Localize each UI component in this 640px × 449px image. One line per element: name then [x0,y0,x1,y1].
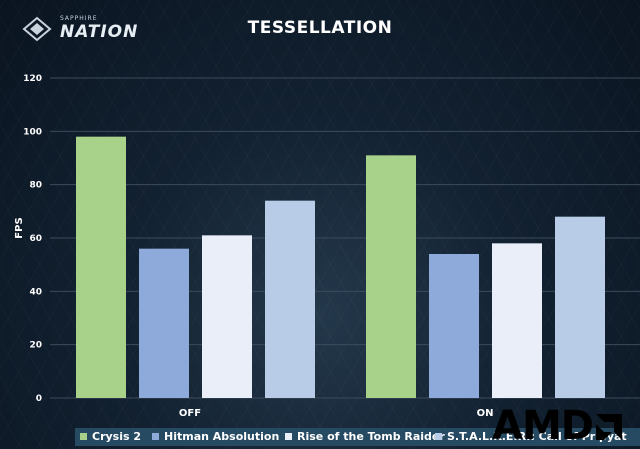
logo-big-text: NATION [60,22,139,42]
bar-crysis-2-on [366,155,416,398]
bar-rise-of-the-tomb-raider-on [492,243,542,398]
y-axis-label: FPS [14,217,25,238]
y-tick-labels: 0 20 40 60 80 100 120 [23,74,42,404]
legend-swatch [152,433,159,440]
y-tick-label: 0 [36,394,42,404]
legend-label: Rise of the Tomb Raider [297,430,445,443]
legend-item: Crysis 2 [80,430,141,443]
bar-hitman-absolution-off [139,248,189,398]
legend-label: S.T.A.L.K.E.R.: Call of Pripyat [447,430,627,443]
sapphire-gem-icon [22,16,52,42]
legend-item: S.T.A.L.K.E.R.: Call of Pripyat [435,430,627,443]
bars [76,136,605,398]
bar-hitman-absolution-on [429,254,479,398]
legend-swatch [435,433,442,440]
bar-s-t-a-l-k-e-r-call-of-pripyat-on [555,216,605,398]
legend-item: Hitman Absolution [152,430,279,443]
bar-crysis-2-off [76,136,126,398]
chart-legend: Crysis 2 Hitman Absolution Rise of the Tom… [75,428,640,446]
amd-logo-text: AMD [492,403,594,449]
logo-small-text: SAPPHIRE [60,15,98,22]
amd-logo: AMD [492,404,637,448]
x-tick-label: OFF [179,408,201,419]
bar-rise-of-the-tomb-raider-off [202,235,252,398]
y-tick-label: 100 [23,127,42,137]
legend-swatch [285,433,292,440]
legend-swatch [80,433,87,440]
legend-label: Hitman Absolution [164,430,280,443]
y-tick-label: 120 [23,74,42,84]
grid-lines [50,77,640,399]
chart-title: TESSELLATION [247,18,393,38]
legend-label: Crysis 2 [92,430,142,443]
amd-arrow-icon [596,414,622,440]
y-tick-label: 80 [29,181,42,191]
y-tick-label: 60 [29,234,42,244]
bar-s-t-a-l-k-e-r-call-of-pripyat-off [265,200,315,398]
legend-item: Rise of the Tomb Raider [285,430,445,443]
y-tick-label: 40 [29,287,42,297]
x-tick-label: ON [477,408,494,419]
sapphire-nation-logo: SAPPHIRE NATION [18,14,137,46]
y-tick-label: 20 [29,341,42,351]
x-tick-labels: OFF ON [179,408,494,419]
